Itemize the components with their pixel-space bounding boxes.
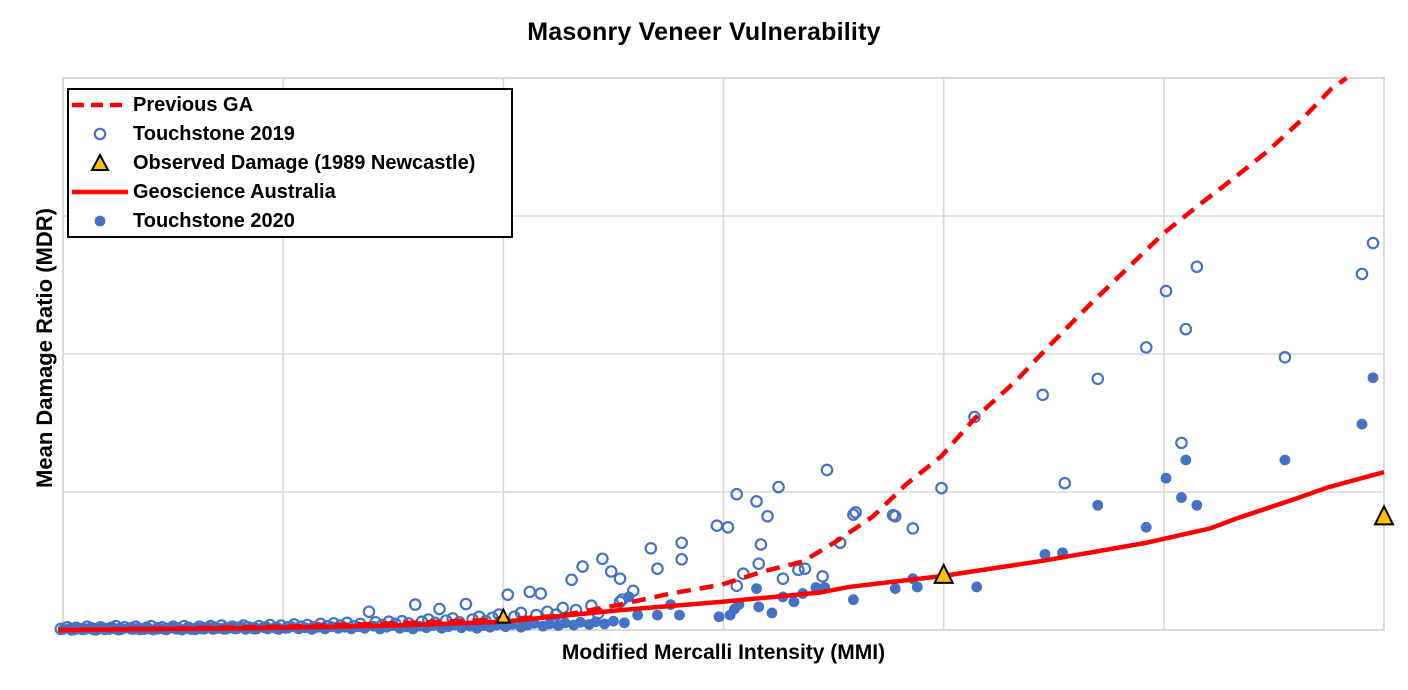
legend: Previous GA Touchstone 2019 Observed Dam… [67, 88, 513, 238]
legend-item-label: Geoscience Australia [133, 180, 336, 203]
legend-item-label: Observed Damage (1989 Newcastle) [133, 151, 476, 174]
solid-line-icon [69, 179, 133, 205]
dashed-line-icon [69, 92, 133, 118]
legend-item-observed-damage: Observed Damage (1989 Newcastle) [69, 148, 511, 177]
triangle-icon [69, 150, 133, 176]
legend-item-geoscience-australia: Geoscience Australia [69, 177, 511, 206]
series-touchstone-2020 [57, 372, 1379, 636]
legend-item-touchstone-2019: Touchstone 2019 [69, 119, 511, 148]
series-geoscience-australia [58, 469, 1385, 633]
open-circle-icon [69, 121, 133, 147]
legend-item-label: Previous GA [133, 93, 254, 116]
legend-item-previous-ga: Previous GA [69, 90, 511, 119]
series-observed-damage [495, 504, 1395, 624]
series-touchstone-2019 [54, 236, 1380, 636]
plot-border [62, 77, 1385, 631]
chart-title: Masonry Veneer Vulnerability [527, 18, 881, 46]
filled-circle-icon [69, 208, 133, 234]
x-axis-label: Modified Mercalli Intensity (MMI) [561, 641, 886, 664]
legend-item-touchstone-2020: Touchstone 2020 [69, 206, 511, 235]
legend-item-label: Touchstone 2020 [133, 209, 295, 232]
legend-item-label: Touchstone 2019 [133, 122, 295, 145]
